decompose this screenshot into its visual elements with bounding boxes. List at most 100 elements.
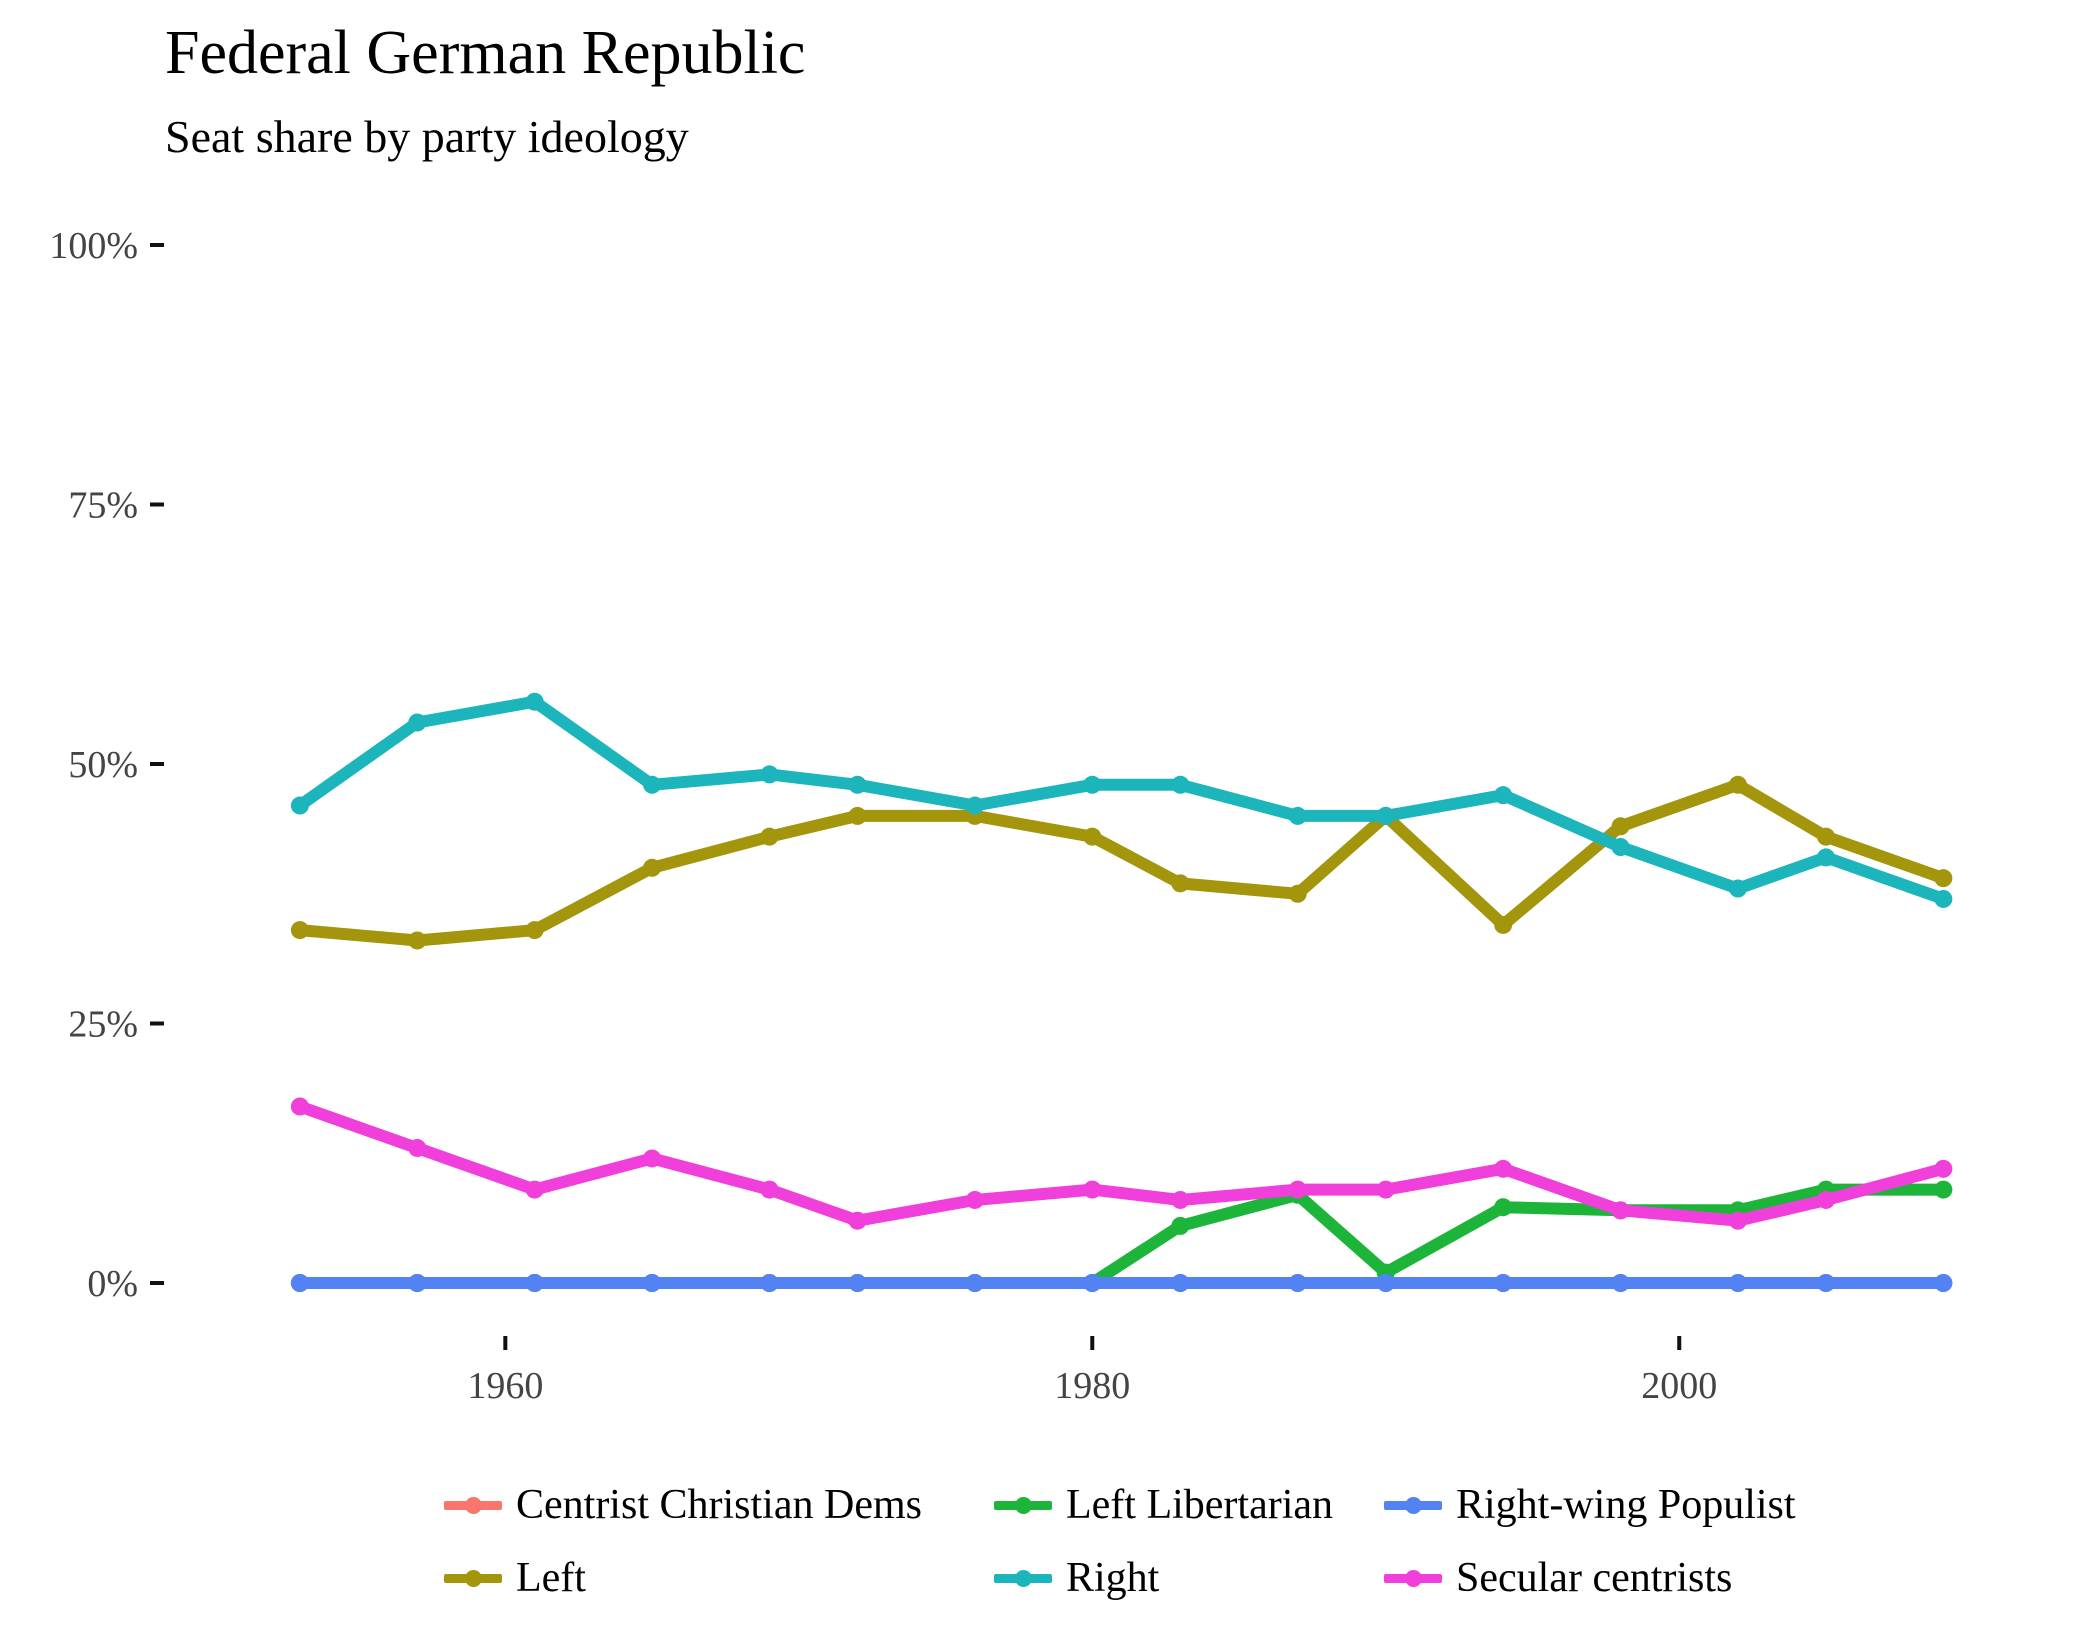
data-point-secular-centrists: [525, 1180, 544, 1199]
legend-item-centrist-christian-dems: Centrist Christian Dems: [440, 1470, 922, 1540]
legend-key-left-libertarian: [990, 1485, 1056, 1525]
data-point-right-wing-populist: [760, 1274, 779, 1292]
legend-label-left: Left: [516, 1555, 586, 1601]
data-point-right-wing-populist: [1816, 1274, 1835, 1292]
legend-label-right: Right: [1066, 1555, 1160, 1601]
data-point-right: [965, 796, 984, 815]
data-point-left: [1083, 827, 1102, 846]
data-point-left: [1728, 775, 1747, 794]
data-point-right: [1288, 806, 1307, 825]
data-point-right: [1728, 879, 1747, 898]
line-chart: 0% 25% 50% 75% 100% 1960 1980 2000: [49, 225, 1953, 1407]
legend-key-secular-centrists: [1380, 1558, 1446, 1598]
chart-subtitle: Seat share by party ideology: [165, 111, 689, 162]
legend-label-secular-centrists: Secular centrists: [1456, 1555, 1733, 1601]
data-point-left-libertarian: [1934, 1180, 1953, 1199]
data-point-secular-centrists: [643, 1149, 662, 1168]
legend-key-right-wing-populist: [1380, 1485, 1446, 1525]
data-point-right-wing-populist: [1083, 1274, 1102, 1292]
legend-item-secular-centrists: Secular centrists: [1380, 1543, 1732, 1613]
data-point-right-wing-populist: [408, 1274, 427, 1292]
data-point-right-wing-populist: [1611, 1274, 1630, 1292]
series-line-left-libertarian: [293, 1183, 1950, 1289]
y-tick-label: 100%: [49, 225, 138, 267]
data-point-right-wing-populist: [848, 1274, 867, 1292]
data-point-left: [1494, 915, 1513, 934]
data-point-right-wing-populist: [1728, 1274, 1747, 1292]
data-point-right: [1816, 848, 1835, 867]
data-point-secular-centrists: [848, 1211, 867, 1230]
data-point-left: [760, 827, 779, 846]
y-tick-label: 25%: [68, 1004, 138, 1046]
data-point-right: [290, 796, 309, 815]
x-tick-label: 1980: [1054, 1365, 1130, 1407]
legend-item-right: Right: [990, 1543, 1159, 1613]
series-secular-centrists: [290, 1097, 1953, 1230]
data-point-right-wing-populist: [1288, 1274, 1307, 1292]
legend-label-left-libertarian: Left Libertarian: [1066, 1482, 1334, 1528]
data-point-left: [408, 931, 427, 950]
data-point-right: [1083, 775, 1102, 794]
data-point-secular-centrists: [1083, 1180, 1102, 1199]
data-point-right-wing-populist: [290, 1274, 309, 1292]
series-left: [290, 775, 1953, 950]
data-point-right-wing-populist: [643, 1274, 662, 1292]
data-point-secular-centrists: [965, 1190, 984, 1209]
series-right-wing-populist: [290, 1274, 1953, 1292]
legend-item-right-wing-populist: Right-wing Populist: [1380, 1470, 1796, 1540]
data-point-left: [1816, 827, 1835, 846]
series-right: [290, 692, 1953, 908]
data-point-right: [525, 692, 544, 711]
series-layer: [290, 692, 1953, 1292]
data-point-secular-centrists: [1728, 1211, 1747, 1230]
series-line-secular-centrists: [293, 1100, 1950, 1227]
data-point-right-wing-populist: [965, 1274, 984, 1292]
legend: Centrist Christian Dems Left Libertarian R…: [440, 1470, 2000, 1620]
data-point-secular-centrists: [1288, 1180, 1307, 1199]
data-point-right: [848, 775, 867, 794]
data-point-right-wing-populist: [1171, 1274, 1190, 1292]
legend-item-left-libertarian: Left Libertarian: [990, 1470, 1333, 1540]
data-point-left: [525, 921, 544, 940]
data-point-right: [1171, 775, 1190, 794]
y-tick-label: 50%: [68, 744, 138, 786]
x-tick-label: 2000: [1641, 1365, 1717, 1407]
data-point-left: [1611, 817, 1630, 836]
data-point-left-libertarian: [1494, 1198, 1513, 1217]
data-point-secular-centrists: [290, 1097, 309, 1116]
data-point-right: [643, 775, 662, 794]
legend-key-left: [440, 1558, 506, 1598]
data-point-secular-centrists: [1376, 1180, 1395, 1199]
legend-item-left: Left: [440, 1543, 586, 1613]
data-point-left-libertarian: [1171, 1216, 1190, 1235]
data-point-left: [848, 806, 867, 825]
data-point-right-wing-populist: [1494, 1274, 1513, 1292]
data-point-right: [1611, 838, 1630, 857]
data-point-secular-centrists: [1494, 1159, 1513, 1178]
data-point-right: [1494, 786, 1513, 805]
legend-key-right: [990, 1558, 1056, 1598]
data-point-left: [643, 858, 662, 877]
data-point-secular-centrists: [1171, 1190, 1190, 1209]
data-point-secular-centrists: [760, 1180, 779, 1199]
data-point-left: [290, 921, 309, 940]
legend-key-centrist-christian-dems: [440, 1485, 506, 1525]
data-point-secular-centrists: [1611, 1201, 1630, 1220]
data-point-right-wing-populist: [525, 1274, 544, 1292]
data-point-left: [1934, 869, 1953, 888]
data-point-right-wing-populist: [1376, 1274, 1395, 1292]
data-point-left: [1171, 874, 1190, 893]
data-point-right: [1934, 889, 1953, 908]
x-tick-label: 1960: [467, 1365, 543, 1407]
x-axis: 1960 1980 2000: [467, 1336, 1717, 1407]
series-line-right: [293, 695, 1950, 905]
y-tick-label: 0%: [87, 1263, 138, 1305]
legend-label-right-wing-populist: Right-wing Populist: [1456, 1482, 1796, 1528]
y-tick-label: 75%: [68, 485, 138, 527]
y-axis: 0% 25% 50% 75% 100%: [49, 225, 164, 1305]
data-point-right: [1376, 806, 1395, 825]
chart-title: Federal German Republic: [165, 19, 806, 87]
data-point-left: [1288, 884, 1307, 903]
data-point-right: [408, 713, 427, 732]
data-point-secular-centrists: [1816, 1190, 1835, 1209]
